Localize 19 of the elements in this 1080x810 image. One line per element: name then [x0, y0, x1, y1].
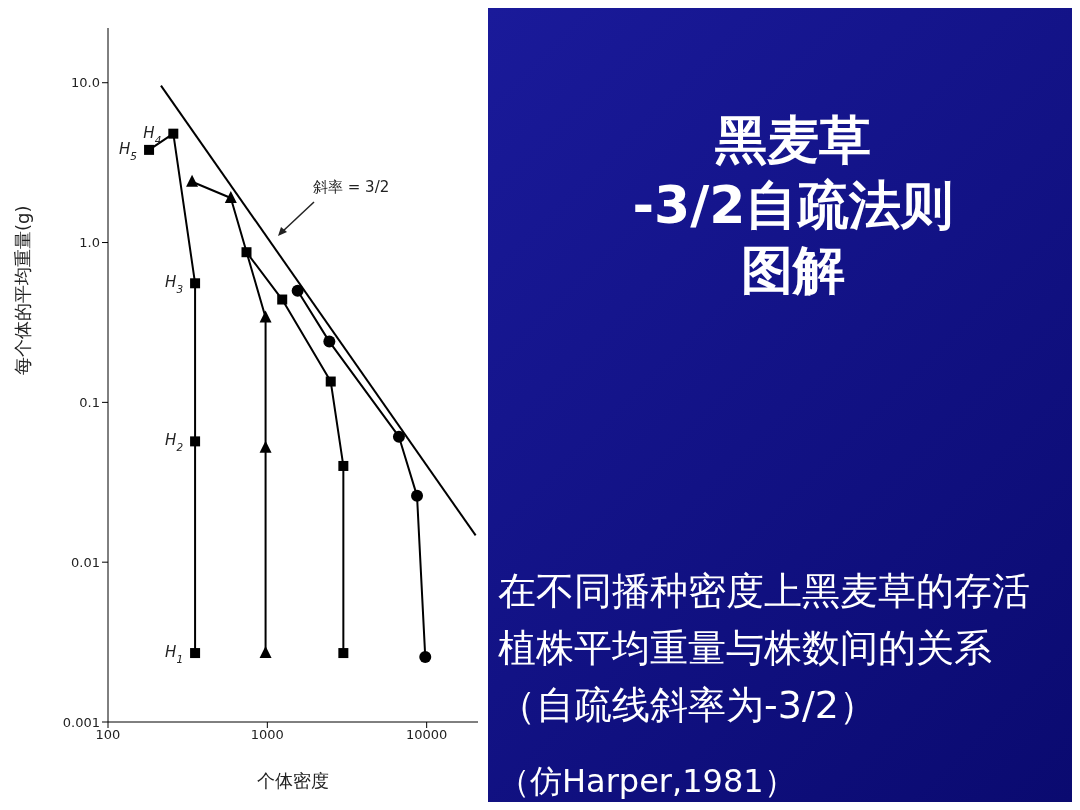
y-tick-label: 0.001	[62, 714, 100, 730]
x-tick-label: 1000	[250, 727, 284, 743]
annotation: H$_{5}$	[119, 139, 138, 162]
annotation: H$_{3}$	[165, 273, 184, 296]
y-tick-label: 1.0	[79, 235, 100, 251]
annotation: H$_{4}$	[143, 123, 162, 146]
y-tick-label: 0.1	[79, 394, 100, 410]
text: 在不同播种密度上黑麦草的存活植株平均重量与株数间的关系（自疏线斜率为-3/2）	[498, 568, 1031, 729]
annotation: 斜率 = 3/2	[313, 178, 390, 197]
annotation: H$_{2}$	[165, 431, 184, 454]
text: 黑麦草 -3/2自疏法则图解	[631, 109, 955, 302]
x-axis-title: 个体密度	[257, 770, 329, 791]
y-axis-title: 每个体的平均重量(g)	[12, 205, 34, 375]
annotation: H$_{1}$	[165, 643, 184, 666]
x-tick-label: 10000	[405, 727, 448, 743]
y-tick-label: 10.0	[71, 75, 100, 91]
x-tick-label: 100	[95, 727, 121, 743]
text: （仿Harper,1981）	[498, 761, 796, 802]
y-tick-label: 0.01	[71, 554, 100, 570]
